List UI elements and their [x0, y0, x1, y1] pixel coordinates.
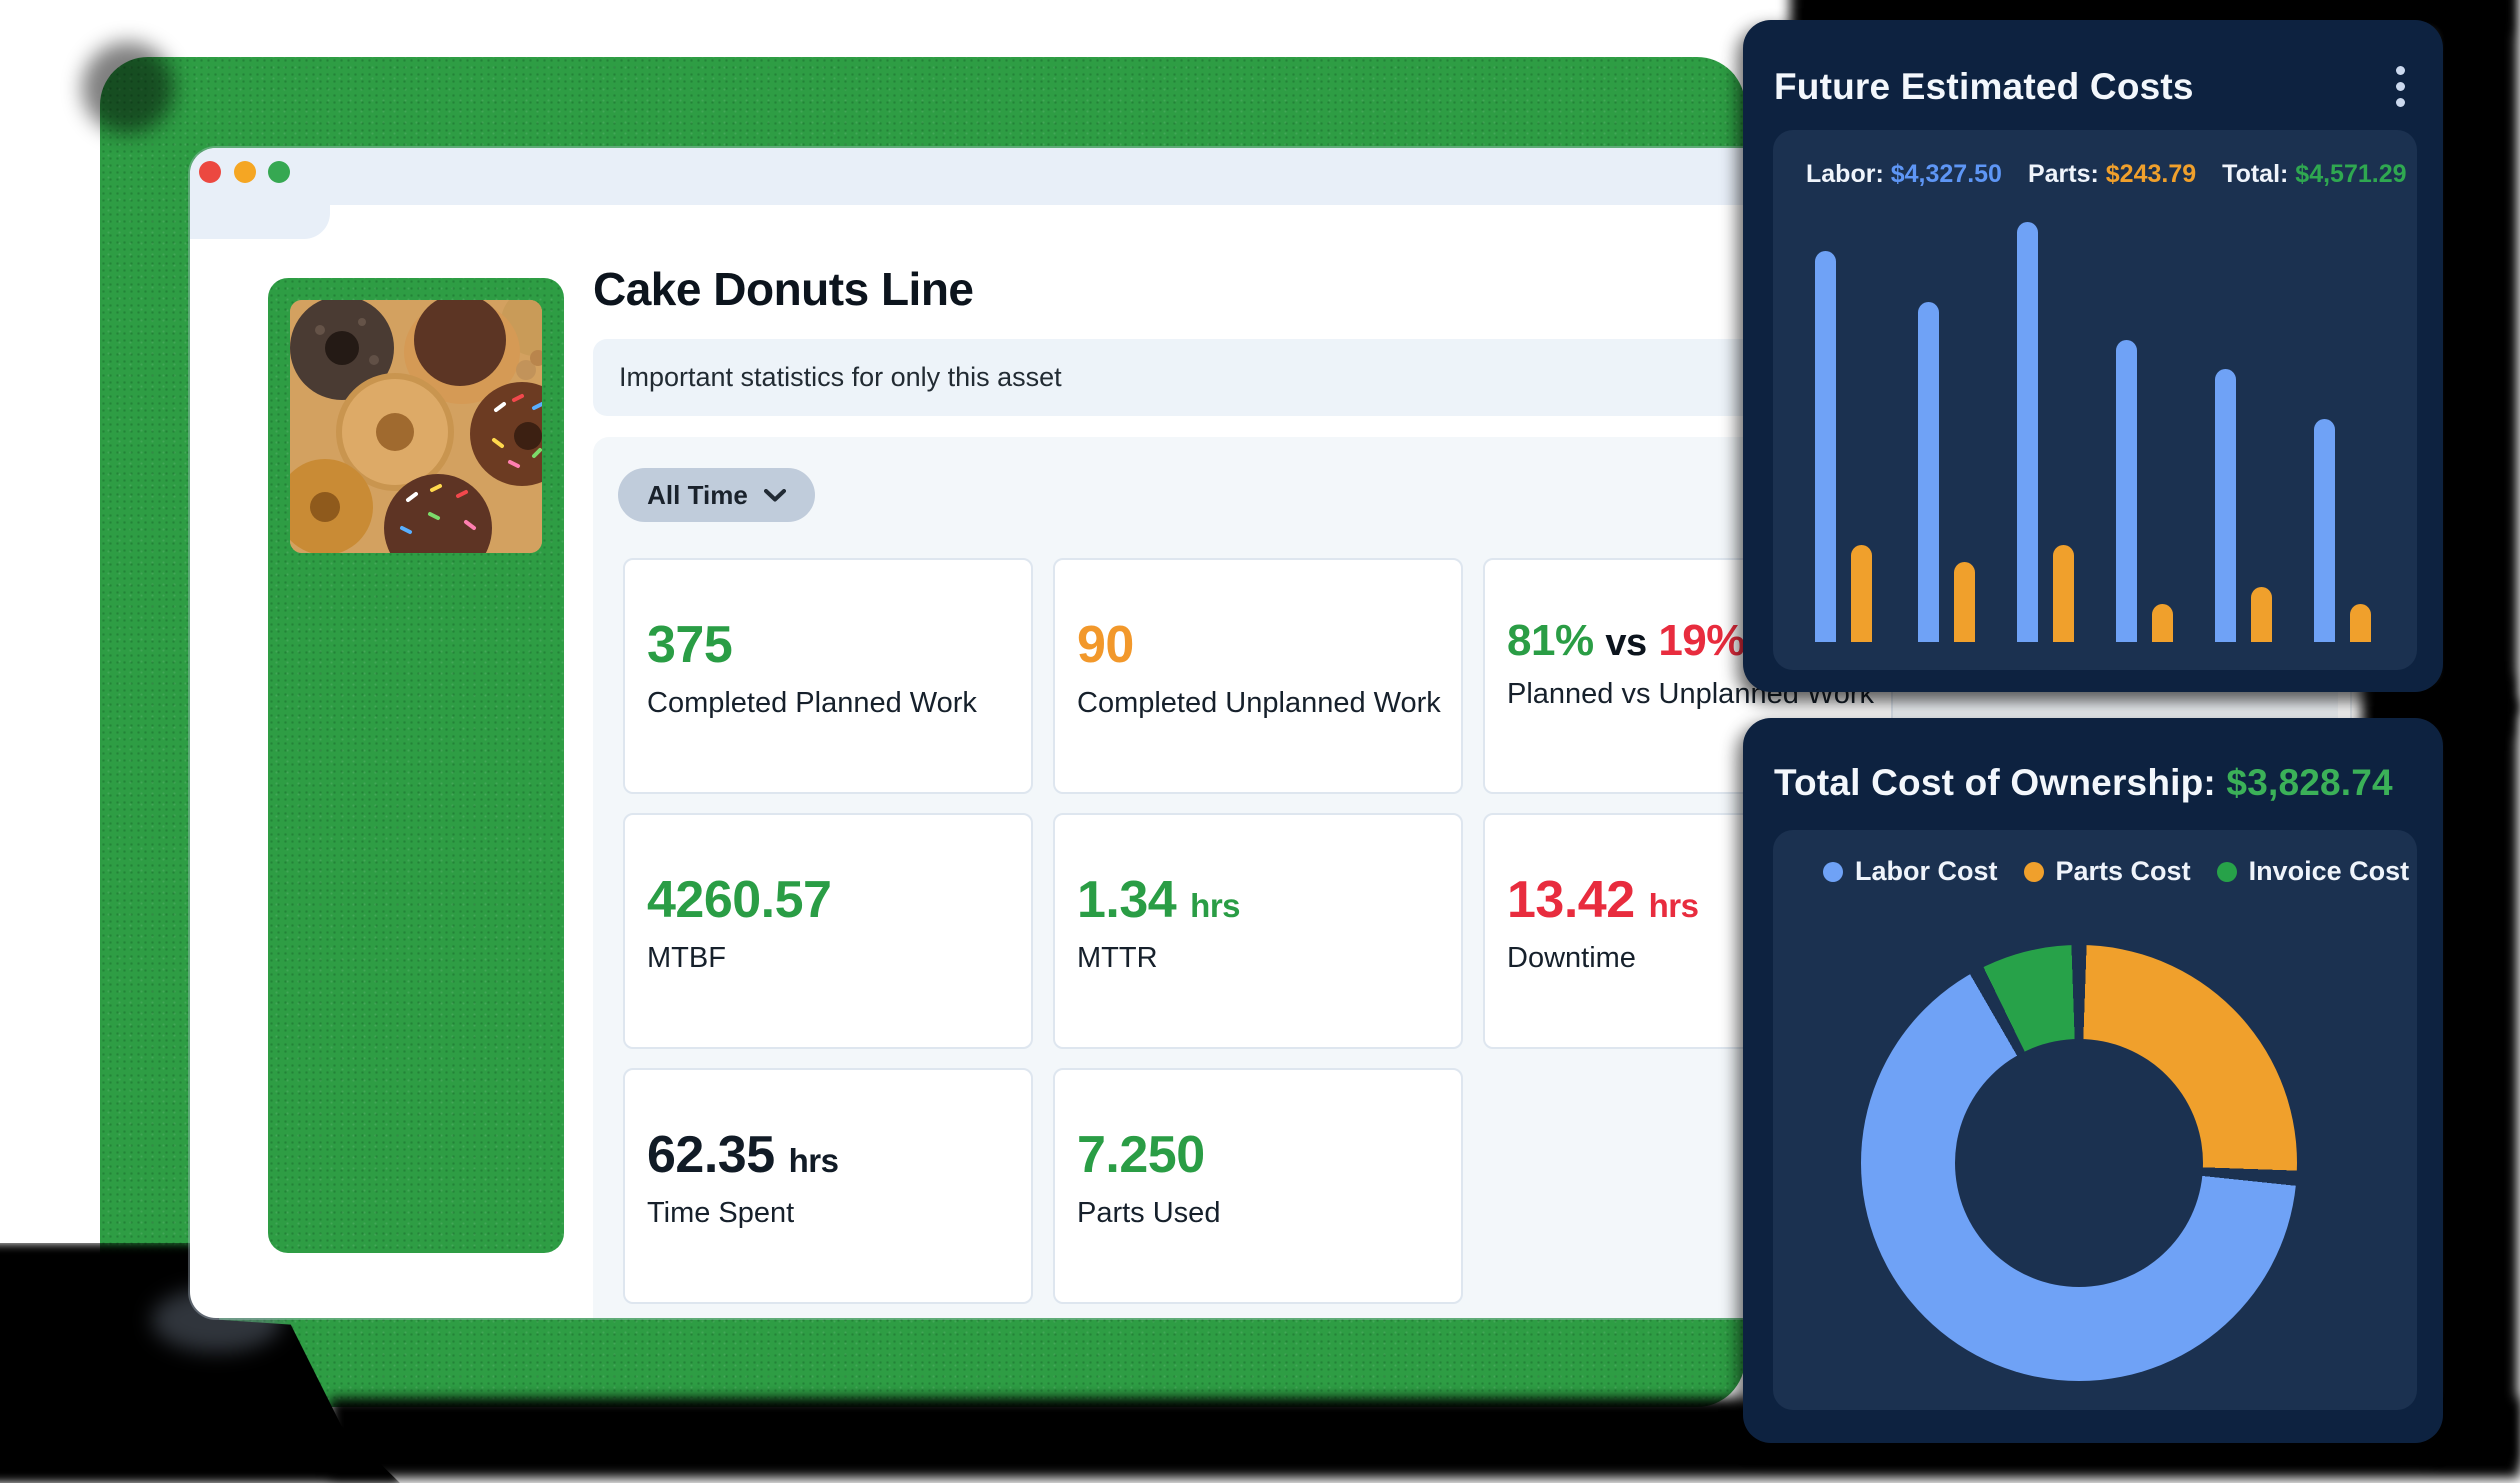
bar-labor-4 [2115, 340, 2137, 642]
bar-parts-5 [2250, 587, 2272, 642]
stat-value: 4260.57 [647, 871, 832, 929]
time-filter-label: All Time [647, 479, 748, 510]
tco-card: Total Cost of Ownership: $3,828.74 Labor… [1743, 718, 2443, 1443]
window-tab-notch [190, 205, 330, 239]
legend-label: Invoice Cost [2248, 856, 2410, 886]
stat-label: Parts Used [1077, 1196, 1221, 1229]
stat-card-time-spent: 62.35 hrs Time Spent [623, 1068, 1033, 1304]
legend-item-parts-cost: Parts Cost [2023, 856, 2191, 887]
donut-hole [1955, 1039, 2203, 1287]
stat-card-completed-planned: 375 Completed Planned Work [623, 558, 1033, 794]
asset-sidebar-card [268, 278, 564, 1253]
stat-card-completed-unplanned: 90 Completed Unplanned Work [1053, 558, 1463, 794]
spray-shadow-right-lower [2432, 700, 2518, 1464]
minimize-window-button[interactable] [234, 161, 256, 183]
stat-value: 81% vs 19% [1507, 616, 1745, 665]
bar-parts-4 [2151, 604, 2173, 642]
page-title: Cake Donuts Line [593, 263, 974, 315]
bar-labor-5 [2214, 369, 2236, 642]
stat-label: MTTR [1077, 941, 1158, 974]
legend-label: Labor Cost [1855, 856, 1998, 886]
future-costs-panel: Labor: $4,327.50 Parts: $243.79 Total: $… [1773, 130, 2417, 670]
kebab-menu-icon[interactable] [2392, 62, 2409, 111]
stat-label: Downtime [1507, 941, 1636, 974]
bar-parts-6 [2349, 604, 2371, 642]
stat-value: 375 [647, 616, 733, 674]
stats-grid: 375 Completed Planned Work 90 Completed … [623, 558, 1893, 1304]
labor-value: $4,327.50 [1890, 160, 2002, 188]
bar-parts-2 [1953, 562, 1975, 642]
legend-item-invoice-cost: Invoice Cost [2216, 856, 2410, 887]
stat-value: 13.42 hrs [1507, 871, 1699, 929]
legend-label: Parts Cost [2055, 856, 2191, 886]
stat-card-mttr: 1.34 hrs MTTR [1053, 813, 1463, 1049]
tco-donut-chart [1861, 945, 2297, 1381]
cost-summary-line: Labor: $4,327.50 Parts: $243.79 Total: $… [1806, 160, 2407, 188]
legend-dot [2216, 861, 2237, 882]
parts-value: $243.79 [2105, 160, 2197, 188]
future-costs-title: Future Estimated Costs [1774, 66, 2194, 107]
bar-parts-1 [1850, 545, 1872, 642]
stat-card-planned-vs-unplanned: 81% vs 19% Planned vs Unplanned Work [1483, 558, 1893, 794]
stat-value: 1.34 hrs [1077, 871, 1241, 929]
spray-shadow-top-left [82, 42, 174, 134]
time-filter-dropdown[interactable]: All Time [618, 468, 815, 522]
chevron-down-icon [763, 488, 786, 502]
tco-title: Total Cost of Ownership: $3,828.74 [1774, 762, 2393, 803]
maximize-window-button[interactable] [268, 161, 290, 183]
close-window-button[interactable] [199, 161, 221, 183]
stat-label: Time Spent [647, 1196, 795, 1229]
legend-dot [1823, 861, 1843, 882]
subtitle-text: Important statistics for only this asset [619, 362, 1062, 392]
bar-parts-3 [2052, 545, 2074, 642]
stat-value: 7.250 [1077, 1126, 1205, 1184]
bar-labor-6 [2313, 419, 2335, 642]
stat-card-mtbf: 4260.57 MTBF [623, 813, 1033, 1049]
stat-label: MTBF [647, 941, 726, 974]
bar-labor-1 [1814, 251, 1836, 642]
bar-labor-3 [2016, 222, 2038, 642]
asset-photo-donuts [290, 300, 542, 553]
stat-value: 62.35 hrs [647, 1126, 839, 1184]
stat-label: Completed Planned Work [647, 686, 977, 719]
stat-card-parts-used: 7.250 Parts Used [1053, 1068, 1463, 1304]
stat-label: Completed Unplanned Work [1077, 686, 1441, 719]
bar-labor-2 [1917, 302, 1939, 642]
tco-panel: Labor Cost Parts Cost Invoice Cost [1773, 830, 2417, 1410]
future-costs-bar-chart [1773, 130, 2417, 670]
legend-dot [2023, 861, 2044, 882]
stat-value: 90 [1077, 616, 1134, 674]
future-costs-card: Future Estimated Costs Labor: $4,327.50 … [1743, 20, 2443, 692]
legend-item-labor-cost: Labor Cost [1823, 856, 1998, 887]
tco-value: $3,828.74 [2226, 762, 2393, 803]
spray-shadow-right-upper [2432, 0, 2518, 714]
total-value: $4,571.29 [2295, 160, 2407, 188]
donut-legend: Labor Cost Parts Cost Invoice Cost [1823, 856, 2409, 887]
